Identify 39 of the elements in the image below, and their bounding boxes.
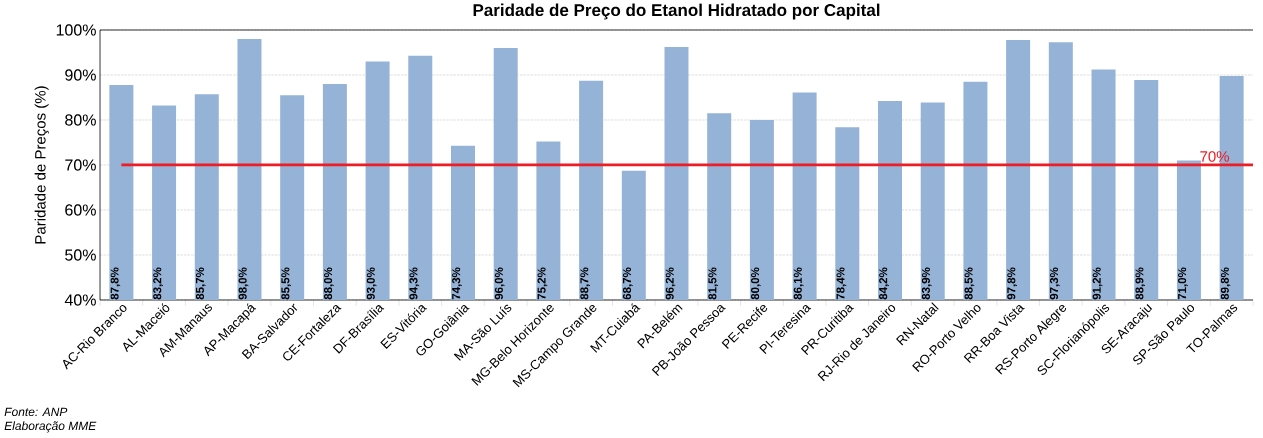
data-label: 80,0% (751, 267, 761, 300)
data-label: 97,8% (1007, 267, 1018, 300)
y-axis-title: Paridade de Preços (%) (34, 86, 49, 244)
y-tick-label: 40% (64, 294, 96, 306)
data-label: 88,7% (580, 267, 590, 300)
source-note: Fonte: ANP (4, 407, 68, 417)
ref-line-label: 70% (1200, 151, 1230, 162)
data-label: 97,3% (1049, 267, 1060, 300)
y-tick-label: 80% (65, 114, 96, 126)
data-label: 71,0% (1178, 267, 1188, 300)
data-label: 98,0% (238, 267, 249, 300)
data-label: 74,3% (452, 267, 462, 300)
data-label: 85,5% (281, 267, 292, 300)
data-label: 88,0% (323, 267, 334, 300)
data-label: 88,9% (1135, 267, 1146, 300)
data-label: 83,9% (921, 267, 932, 300)
data-label: 96,0% (494, 267, 505, 300)
y-tick-label: 50% (65, 249, 96, 261)
data-label: 91,2% (1092, 267, 1103, 300)
data-label: 81,5% (708, 267, 719, 300)
text: Elaboração MME (4, 421, 97, 433)
data-label: 75,2% (537, 267, 548, 300)
y-tick-label: 60% (65, 204, 96, 216)
data-label: 93,0% (366, 267, 377, 300)
data-label: 94,3% (409, 267, 420, 300)
data-label: 84,2% (879, 267, 889, 300)
data-label: 83,2% (153, 267, 163, 300)
y-tick-label: 70% (65, 159, 96, 171)
data-label: 85,7% (195, 267, 206, 300)
data-label: 87,8% (110, 267, 121, 300)
y-tick-label: 100% (56, 24, 96, 36)
data-label: 68,7% (622, 267, 633, 300)
data-label: 96,2% (665, 267, 676, 300)
data-label: 78,4% (836, 267, 847, 300)
data-label: 86,1% (793, 267, 804, 300)
chart-title: Paridade de Preço do Etanol Hidratado por Capital (473, 3, 880, 20)
data-label: 89,8% (1220, 267, 1231, 300)
data-label: 88,5% (964, 267, 975, 300)
y-tick-label: 90% (65, 69, 96, 81)
